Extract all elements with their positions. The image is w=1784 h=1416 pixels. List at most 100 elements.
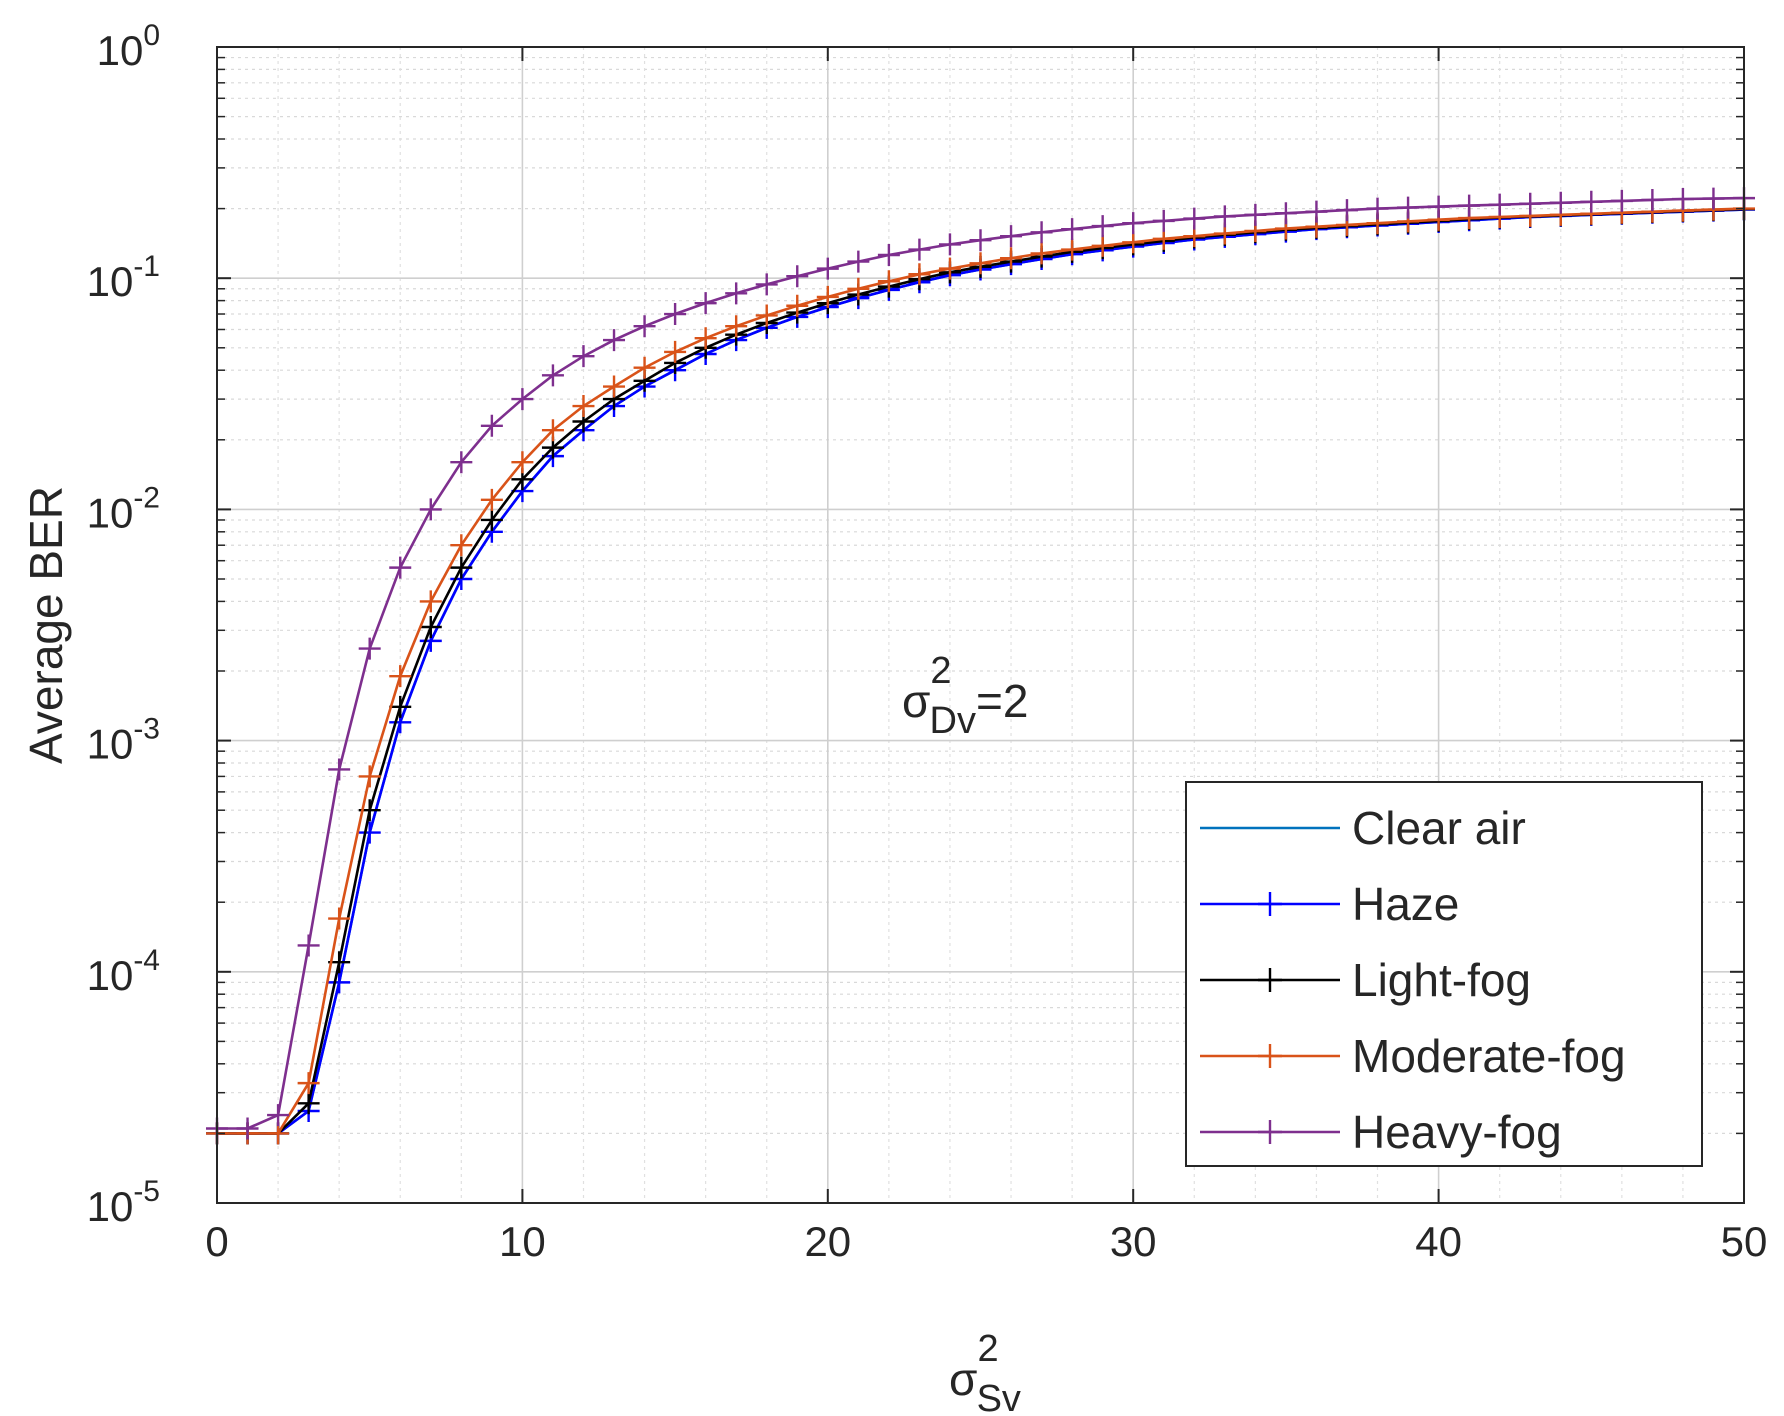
x-axis-label-sub: Sv bbox=[977, 1378, 1021, 1416]
series-heavy-fog bbox=[206, 187, 1755, 1140]
data-point bbox=[847, 250, 870, 273]
data-point bbox=[877, 270, 900, 293]
data-point bbox=[1183, 207, 1206, 230]
data-point bbox=[389, 695, 412, 718]
data-point bbox=[1458, 194, 1481, 217]
data-point bbox=[816, 257, 839, 280]
data-point bbox=[419, 615, 442, 638]
legend-marker bbox=[1258, 968, 1282, 992]
legend-entry: Light-fog bbox=[1200, 954, 1531, 1006]
data-point bbox=[1580, 190, 1603, 213]
data-point bbox=[1000, 247, 1023, 270]
x-axis-label-base: σ bbox=[949, 1353, 977, 1405]
y-axis-label: Average BER bbox=[20, 486, 72, 764]
y-tick-exponent: -2 bbox=[133, 481, 160, 514]
legend-entry: Moderate-fog bbox=[1200, 1030, 1626, 1082]
data-point bbox=[938, 233, 961, 256]
data-point bbox=[328, 907, 351, 930]
data-point bbox=[1702, 187, 1725, 210]
legend: Clear air Haze Light-fog Moderate-fog Heavy-… bbox=[1185, 781, 1703, 1167]
annotation-suffix: =2 bbox=[976, 675, 1028, 727]
data-point bbox=[603, 329, 626, 352]
data-point bbox=[1305, 200, 1328, 223]
y-tick-label: 10-2 bbox=[87, 481, 160, 536]
data-point bbox=[969, 229, 992, 252]
data-point bbox=[908, 263, 931, 286]
data-point bbox=[1366, 197, 1389, 220]
y-tick-exponent: -3 bbox=[133, 713, 160, 746]
y-tick-label: 10-4 bbox=[87, 944, 160, 999]
data-point bbox=[694, 292, 717, 315]
data-point bbox=[1030, 242, 1053, 265]
data-point bbox=[755, 304, 778, 327]
data-point bbox=[725, 282, 748, 305]
data-point bbox=[755, 273, 778, 296]
data-point bbox=[1061, 238, 1084, 261]
data-point bbox=[297, 1072, 320, 1095]
data-point bbox=[328, 758, 351, 781]
data-point bbox=[1061, 218, 1084, 241]
y-tick-base: 10 bbox=[97, 27, 144, 74]
data-point bbox=[328, 971, 351, 994]
x-tick-label: 30 bbox=[1110, 1218, 1157, 1265]
data-point bbox=[786, 265, 809, 288]
data-point bbox=[664, 340, 687, 363]
data-point bbox=[1671, 188, 1694, 211]
legend-box bbox=[1185, 781, 1703, 1167]
data-point bbox=[1427, 195, 1450, 218]
legend-entry: Heavy-fog bbox=[1200, 1106, 1562, 1158]
data-point bbox=[358, 765, 381, 788]
data-point bbox=[450, 451, 473, 474]
annotation-sup: 2 bbox=[930, 650, 951, 692]
annotation-sigma-dv: σ2 Dv=2 bbox=[902, 650, 1028, 742]
data-point bbox=[1397, 196, 1420, 219]
y-tick-label: 10-1 bbox=[87, 250, 160, 305]
x-tick-label: 10 bbox=[499, 1218, 546, 1265]
y-tick-exponent: -5 bbox=[133, 1175, 160, 1208]
legend-entry: Haze bbox=[1200, 878, 1459, 930]
y-tick-exponent: 0 bbox=[143, 19, 160, 52]
data-point bbox=[480, 488, 503, 511]
y-tick-label: 100 bbox=[97, 19, 160, 74]
data-point bbox=[816, 285, 839, 308]
y-tick-base: 10 bbox=[87, 1183, 134, 1230]
axes-box bbox=[216, 46, 1745, 1204]
data-point bbox=[633, 356, 656, 379]
y-tick-base: 10 bbox=[87, 489, 134, 536]
data-point bbox=[480, 508, 503, 531]
legend-label: Heavy-fog bbox=[1352, 1106, 1562, 1158]
data-point bbox=[1122, 212, 1145, 235]
data-point bbox=[541, 364, 564, 387]
data-point bbox=[1641, 188, 1664, 211]
data-point bbox=[236, 1117, 259, 1140]
data-point bbox=[1152, 209, 1175, 232]
data-point bbox=[1610, 189, 1633, 212]
y-tick-base: 10 bbox=[87, 721, 134, 768]
data-point bbox=[633, 315, 656, 338]
y-tick-exponent: -1 bbox=[133, 250, 160, 283]
data-point bbox=[1488, 193, 1511, 216]
data-point bbox=[358, 821, 381, 844]
legend-label: Moderate-fog bbox=[1352, 1030, 1626, 1082]
data-point bbox=[358, 637, 381, 660]
tick-marks bbox=[216, 46, 1745, 1204]
x-tick-label: 50 bbox=[1721, 1218, 1768, 1265]
data-point bbox=[725, 315, 748, 338]
x-tick-label: 20 bbox=[804, 1218, 851, 1265]
legend-marker bbox=[1258, 1044, 1282, 1068]
data-point bbox=[1274, 202, 1297, 225]
data-point bbox=[541, 419, 564, 442]
data-point bbox=[419, 590, 442, 613]
data-point bbox=[1335, 199, 1358, 222]
data-point bbox=[450, 534, 473, 557]
data-point bbox=[877, 243, 900, 266]
data-point bbox=[969, 252, 992, 275]
data-point bbox=[694, 327, 717, 350]
data-point bbox=[1000, 225, 1023, 248]
data-point bbox=[664, 303, 687, 326]
data-point bbox=[450, 556, 473, 579]
data-point bbox=[1244, 203, 1267, 226]
data-point bbox=[1213, 205, 1236, 228]
